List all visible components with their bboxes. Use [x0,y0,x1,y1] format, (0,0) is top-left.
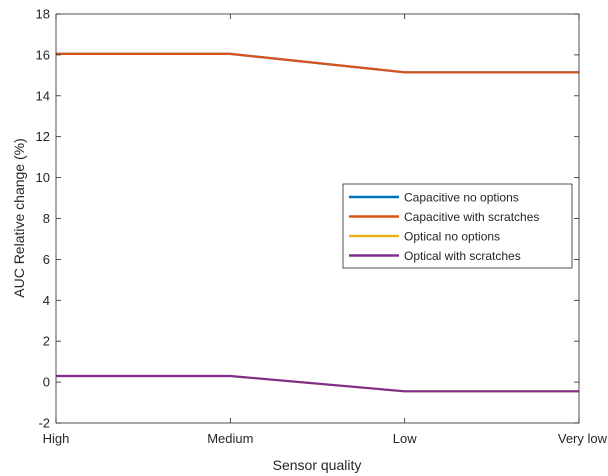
legend: Capacitive no options Capacitive with scr… [342,183,573,269]
y-tick-label: 2 [43,334,50,349]
y-axis-label: AUC Relative change (%) [11,138,27,298]
x-tick-label: Low [393,431,417,446]
y-tick-label: 12 [36,129,50,144]
y-tick-label: 10 [36,170,50,185]
ticks-layer: -2 0 2 4 6 8 10 12 14 16 18 High Medium Low Very low [36,7,608,447]
x-tick-label: Very low [558,431,608,446]
legend-label-3: Optical with scratches [404,249,521,263]
series-line-3 [56,374,579,393]
legend-label-2: Optical no options [404,230,500,244]
y-tick-label: 4 [43,293,50,308]
legend-label-1: Capacitive with scratches [404,210,539,224]
y-tick-label: 8 [43,211,50,226]
y-tick-label: 18 [36,7,50,22]
x-tick-label: High [43,431,70,446]
y-tick-label: 6 [43,252,50,267]
y-tick-label: 16 [36,47,50,62]
y-tick-label: 0 [43,375,50,390]
series-layer [56,52,579,393]
x-axis-label: Sensor quality [273,457,362,473]
y-tick-label: -2 [38,416,50,431]
x-tick-label: Medium [207,431,253,446]
series-line-1 [56,52,579,74]
y-tick-label: 14 [36,88,50,103]
legend-label-0: Capacitive no options [404,191,519,205]
